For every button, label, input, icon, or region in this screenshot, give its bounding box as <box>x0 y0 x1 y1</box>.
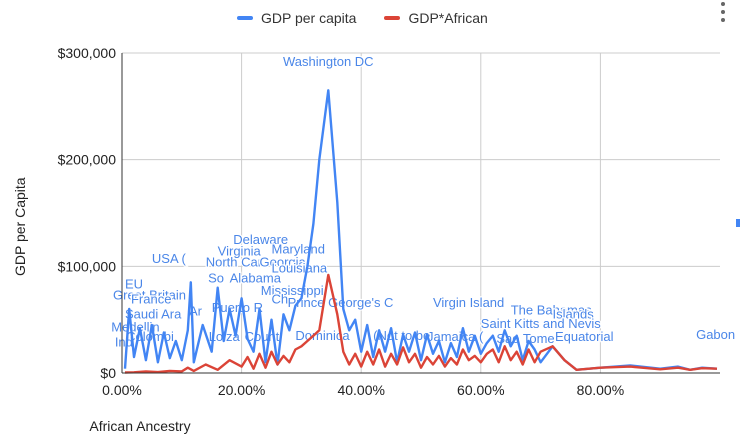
point-label: Medellin <box>111 319 159 334</box>
point-label: Saudi Ara <box>125 307 182 322</box>
point-label: Washington DC <box>283 54 374 69</box>
x-tick-label: 80.00% <box>577 382 624 398</box>
axes: $0 $100,000 $200,000 $300,000 0.00% 20.00% 40.… <box>58 45 720 398</box>
legend-swatch-gdp <box>237 16 253 20</box>
point-label: France <box>131 292 171 307</box>
series-line-gdp <box>123 89 718 371</box>
point-label: Islands <box>553 307 595 322</box>
kebab-dot <box>721 2 725 6</box>
point-label: Gabon <box>696 327 735 342</box>
point-label: USA ( <box>152 251 187 266</box>
point-label: Virgin Island <box>433 295 504 310</box>
legend[interactable]: GDP per capita GDP*African <box>237 10 488 26</box>
legend-item-gdp[interactable]: GDP per capita <box>237 10 356 26</box>
kebab-dot <box>721 10 725 14</box>
point-label: Maryland <box>272 242 325 257</box>
y-tick-label: $300,000 <box>58 45 117 61</box>
series-lines <box>123 89 718 374</box>
point-label: Louisiana <box>272 261 328 276</box>
legend-label-gdp: GDP per capita <box>261 10 357 26</box>
point-label: EU <box>125 277 143 292</box>
x-tick-label: 0.00% <box>102 382 142 398</box>
scroll-marker <box>736 219 740 227</box>
point-label: Ind <box>115 334 133 349</box>
x-tick-label: 40.00% <box>337 382 384 398</box>
legend-swatch-gdp-african <box>384 16 401 20</box>
gridlines <box>121 52 720 374</box>
point-label: Equatorial <box>555 329 614 344</box>
y-axis-title: GDP per Capita <box>12 177 28 276</box>
legend-item-gdp-african[interactable]: GDP*African <box>384 10 488 26</box>
kebab-dot <box>721 18 725 22</box>
point-label: Georgia <box>260 254 307 269</box>
point-label: Mississippi <box>261 283 324 298</box>
series-line-gdp-african <box>124 273 718 374</box>
point-label: Virginia <box>218 244 262 259</box>
point-label: Jamaica ( <box>427 329 484 344</box>
point-label: Delaware <box>233 232 288 247</box>
point-label: Puerto R <box>212 300 263 315</box>
x-axis-title: African Ancestry <box>89 418 191 434</box>
more-options-icon[interactable] <box>720 2 726 22</box>
point-label: So <box>208 270 224 285</box>
point-label: The Bahamas <box>511 302 592 317</box>
point-label: North Car <box>206 254 263 269</box>
y-tick-label: $0 <box>100 365 116 381</box>
y-tick-label: $200,000 <box>58 152 117 168</box>
point-label: Prince George's C <box>288 295 394 310</box>
y-tick-label: $100,000 <box>58 258 117 274</box>
point-label: Great Britain <box>113 287 186 302</box>
x-tick-label: 60.00% <box>457 382 504 398</box>
point-label: Saint Kitts and Nevis <box>481 316 601 331</box>
legend-label-gdp-african: GDP*African <box>408 10 488 26</box>
point-label: Ch <box>272 292 289 307</box>
point-label: Alabama <box>230 270 282 285</box>
x-tick-label: 20.00% <box>218 382 265 398</box>
